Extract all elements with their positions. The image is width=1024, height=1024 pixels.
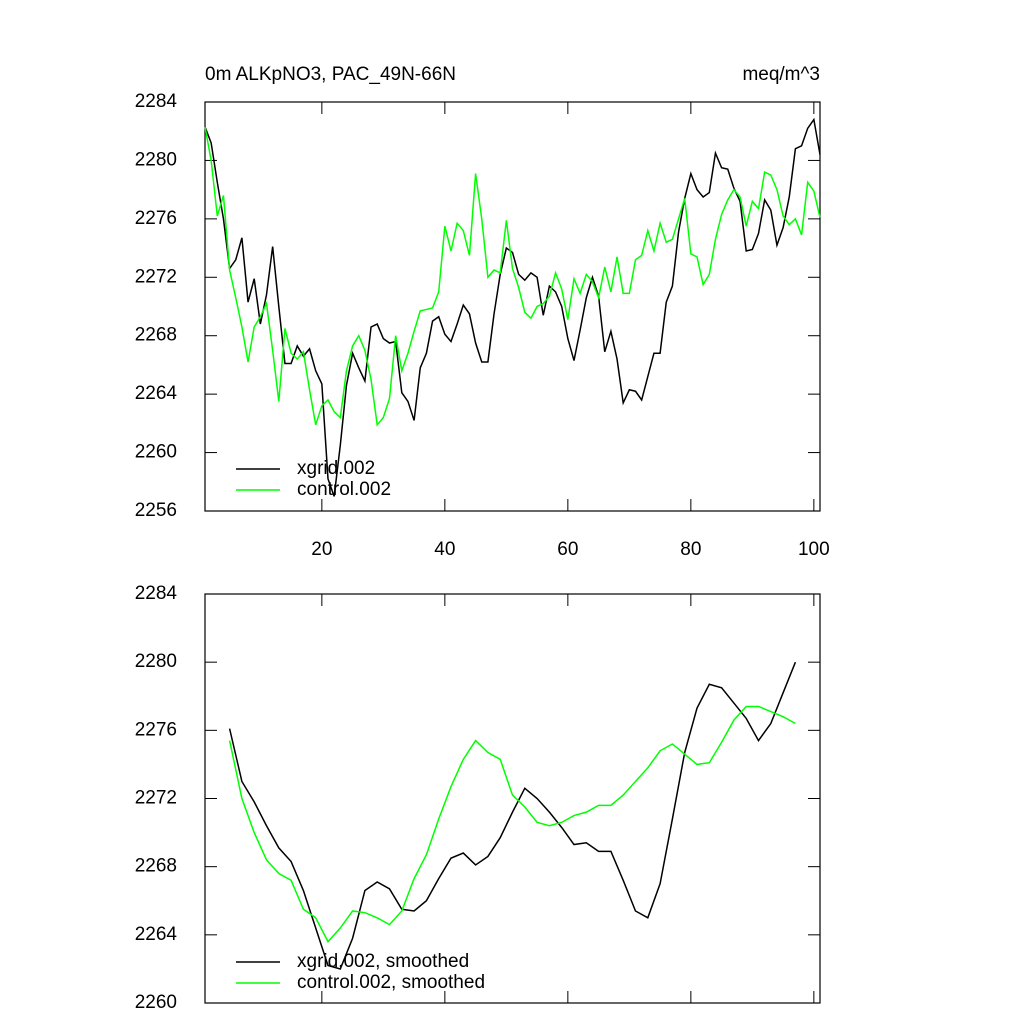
y-tick-label: 2280 bbox=[135, 149, 177, 170]
y-tick-label: 2284 bbox=[135, 91, 178, 112]
series-line bbox=[204, 117, 821, 497]
y-tick-label: 2260 bbox=[135, 992, 177, 1013]
plot-frame bbox=[204, 593, 821, 1004]
legend-label: xgrid.002 bbox=[297, 458, 375, 479]
series-line bbox=[228, 661, 797, 970]
y-tick-label: 2284 bbox=[135, 583, 178, 604]
y-tick-label: 2276 bbox=[135, 719, 177, 740]
y-tick-label: 2272 bbox=[135, 266, 177, 287]
legend-label: xgrid.002, smoothed bbox=[297, 951, 469, 972]
x-tick-label: 100 bbox=[798, 539, 830, 560]
y-tick-label: 2264 bbox=[135, 383, 178, 404]
series-line bbox=[228, 705, 796, 943]
x-tick-label: 40 bbox=[434, 539, 455, 560]
y-tick-label: 2268 bbox=[135, 325, 177, 346]
plot-frame bbox=[204, 101, 821, 512]
x-tick-label: 60 bbox=[557, 539, 578, 560]
series-line bbox=[204, 126, 821, 427]
x-tick-label: 20 bbox=[311, 539, 332, 560]
legend-label: control.002 bbox=[297, 479, 391, 500]
y-tick-label: 2268 bbox=[135, 856, 177, 877]
x-tick-label: 80 bbox=[680, 539, 701, 560]
legend-label: control.002, smoothed bbox=[297, 972, 485, 993]
y-tick-label: 2260 bbox=[135, 442, 177, 463]
chart-title: 0m ALKpNO3, PAC_49N-66N bbox=[205, 64, 456, 85]
y-tick-label: 2264 bbox=[135, 924, 178, 945]
y-tick-label: 2272 bbox=[135, 788, 177, 809]
units-label: meq/m^3 bbox=[742, 64, 820, 85]
y-tick-label: 2280 bbox=[135, 651, 177, 672]
y-tick-label: 2276 bbox=[135, 208, 177, 229]
y-tick-label: 2256 bbox=[135, 500, 177, 521]
